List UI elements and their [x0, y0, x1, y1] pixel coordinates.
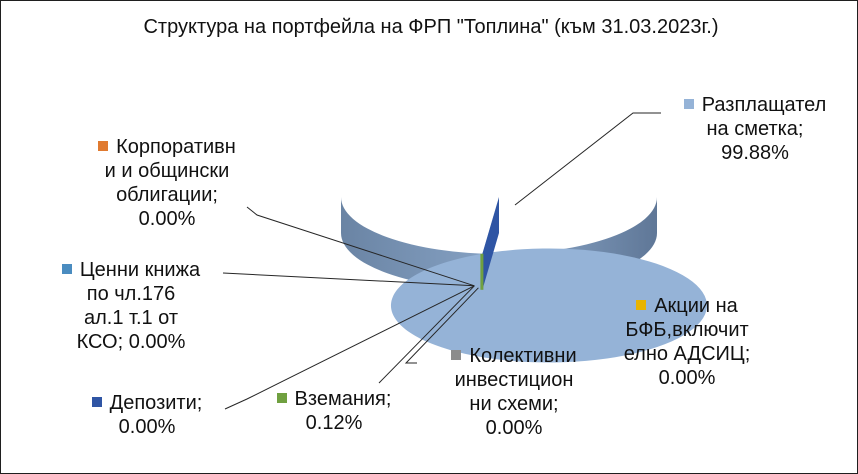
data-label-bse-shares-line-2: БФБ,включит — [625, 319, 749, 341]
legend-marker-corporate-bonds — [98, 141, 109, 151]
legend-marker-deposits — [91, 397, 102, 407]
data-label-payment-account: Разплащател на сметка; 99.88% — [665, 93, 845, 165]
data-label-cis-line-1: Колективни — [469, 345, 577, 367]
data-label-securities-line-1: Ценни книжа — [79, 259, 201, 281]
leader-line-securities — [222, 272, 475, 287]
data-label-receivables-line-2: 0.12% — [305, 412, 363, 434]
legend-marker-securities — [61, 264, 72, 274]
leader-line-receivables — [378, 285, 475, 384]
legend-marker-bse-shares — [636, 300, 647, 310]
data-label-corporate-bonds-line-2: и и общински — [104, 160, 230, 182]
leader-line-corporate-bonds — [246, 206, 475, 287]
data-label-corporate-bonds-line-3: облигации; — [116, 184, 218, 206]
data-label-deposits-line-1: Депозити; — [109, 392, 203, 414]
data-label-securities-line-2: по чл.176 — [86, 283, 176, 305]
data-label-securities-line-4: КСО; 0.00% — [76, 331, 186, 353]
legend-marker-cis — [451, 350, 462, 360]
data-label-deposits-line-2: 0.00% — [118, 416, 176, 438]
data-label-bse-shares: Акции на БФБ,включит елно АДСИЦ; 0.00% — [577, 294, 797, 390]
data-label-cis-line-4: 0.00% — [485, 417, 543, 439]
data-label-securities-line-3: ал.1 т.1 от — [83, 307, 179, 329]
legend-marker-receivables — [276, 393, 287, 403]
leader-line-payment-account — [514, 112, 661, 206]
leader-line-deposits — [224, 285, 475, 410]
data-label-cis: Колективни инвестицион ни схеми; 0.00% — [419, 344, 609, 440]
chart-title-line-1: Структура на портфейла на ФРП "Топлина" … — [143, 16, 596, 38]
data-label-payment-account-line-1: Разплащател — [701, 94, 827, 116]
data-label-receivables: Вземания; 0.12% — [259, 387, 409, 435]
data-label-bse-shares-line-4: 0.00% — [658, 367, 716, 389]
chart-title: Структура на портфейла на ФРП "Топлина" … — [131, 13, 731, 42]
data-label-cis-line-3: ни схеми; — [469, 393, 559, 415]
data-label-receivables-line-1: Вземания; — [294, 388, 392, 410]
data-label-corporate-bonds-line-1: Корпоративн — [116, 136, 236, 158]
data-label-cis-line-2: инвестицион — [454, 369, 574, 391]
data-label-bse-shares-line-1: Акции на — [654, 295, 738, 317]
data-label-corporate-bonds-line-4: 0.00% — [138, 208, 196, 230]
pie-slice-deposits-face — [482, 197, 499, 290]
data-label-deposits: Депозити; 0.00% — [67, 391, 227, 439]
data-label-bse-shares-line-3: елно АДСИЦ; — [623, 343, 751, 365]
data-label-securities: Ценни книжа по чл.176 ал.1 т.1 от КСО; 0… — [31, 258, 231, 354]
data-label-payment-account-line-3: 99.88% — [721, 142, 789, 164]
legend-marker-payment-account — [683, 99, 694, 109]
data-label-payment-account-line-2: на сметка; — [706, 118, 804, 140]
leader-line-cis — [404, 287, 479, 364]
data-label-corporate-bonds: Корпоративн и и общински облигации; 0.00… — [67, 135, 267, 231]
pie-slice-main — [390, 197, 707, 363]
chart-title-line-2: 31.03.2023г.) — [601, 16, 719, 38]
